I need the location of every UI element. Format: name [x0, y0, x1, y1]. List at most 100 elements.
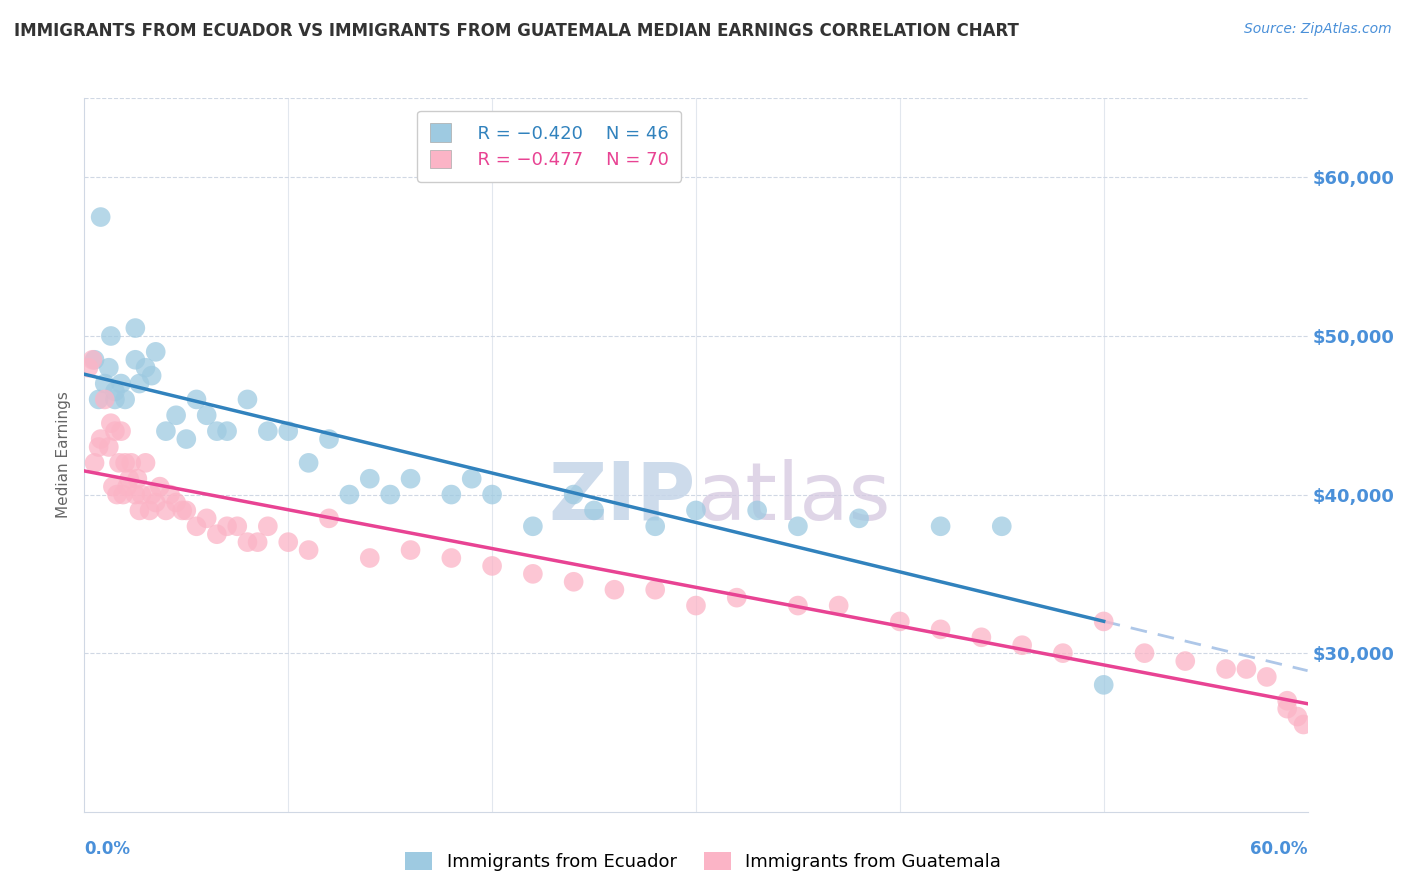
Point: [1256, 670, 1278, 684]
Point: [149, 480, 172, 494]
Point: [104, 384, 127, 399]
Point: [172, 503, 194, 517]
Point: [1215, 662, 1237, 676]
Point: [747, 503, 769, 517]
Point: [138, 503, 160, 517]
Point: [90, 210, 112, 224]
Point: [127, 472, 149, 486]
Point: [991, 519, 1014, 533]
Point: [104, 392, 127, 407]
Point: [93, 392, 117, 407]
Point: [112, 487, 135, 501]
Point: [82, 352, 104, 367]
Point: [120, 456, 142, 470]
Point: [105, 487, 128, 501]
Point: [114, 392, 136, 407]
Point: [217, 424, 239, 438]
Point: [828, 599, 851, 613]
Point: [399, 472, 422, 486]
Point: [1277, 701, 1299, 715]
Text: 0.0%: 0.0%: [84, 840, 131, 858]
Text: ZIP: ZIP: [548, 458, 696, 537]
Point: [603, 582, 626, 597]
Point: [165, 495, 187, 509]
Point: [236, 535, 259, 549]
Point: [522, 519, 544, 533]
Point: [93, 376, 117, 391]
Point: [128, 503, 150, 517]
Point: [399, 543, 422, 558]
Point: [145, 344, 167, 359]
Point: [359, 551, 381, 566]
Point: [141, 368, 163, 383]
Point: [87, 392, 110, 407]
Point: [135, 456, 157, 470]
Point: [205, 424, 228, 438]
Point: [124, 487, 146, 501]
Point: [97, 440, 120, 454]
Point: [100, 416, 122, 430]
Point: [87, 440, 110, 454]
Text: IMMIGRANTS FROM ECUADOR VS IMMIGRANTS FROM GUATEMALA MEDIAN EARNINGS CORRELATION: IMMIGRANTS FROM ECUADOR VS IMMIGRANTS FR…: [14, 22, 1019, 40]
Point: [1174, 654, 1197, 668]
Point: [83, 456, 105, 470]
Point: [97, 360, 120, 375]
Point: [970, 630, 993, 644]
Point: [1092, 678, 1115, 692]
Point: [318, 511, 340, 525]
Point: [135, 360, 157, 375]
Point: [929, 519, 952, 533]
Y-axis label: Median Earnings: Median Earnings: [56, 392, 72, 518]
Point: [1052, 646, 1074, 660]
Point: [195, 409, 218, 423]
Legend:   R = −0.420    N = 46,   R = −0.477    N = 70: R = −0.420 N = 46, R = −0.477 N = 70: [418, 111, 682, 182]
Point: [186, 392, 208, 407]
Text: atlas: atlas: [696, 458, 890, 537]
Point: [1286, 709, 1309, 723]
Point: [205, 527, 228, 541]
Point: [128, 376, 150, 391]
Point: [929, 623, 952, 637]
Point: [562, 487, 585, 501]
Point: [1011, 638, 1033, 652]
Point: [1277, 694, 1299, 708]
Point: [141, 487, 163, 501]
Point: [787, 599, 810, 613]
Point: [110, 376, 132, 391]
Point: [481, 558, 503, 573]
Point: [226, 519, 249, 533]
Point: [77, 360, 100, 375]
Point: [1092, 615, 1115, 629]
Point: [461, 472, 484, 486]
Point: [889, 615, 911, 629]
Point: [440, 551, 463, 566]
Point: [118, 472, 141, 486]
Text: Source: ZipAtlas.com: Source: ZipAtlas.com: [1244, 22, 1392, 37]
Point: [522, 566, 544, 581]
Point: [131, 487, 153, 501]
Point: [583, 503, 606, 517]
Point: [165, 409, 187, 423]
Point: [685, 599, 707, 613]
Legend: Immigrants from Ecuador, Immigrants from Guatemala: Immigrants from Ecuador, Immigrants from…: [398, 845, 1008, 879]
Point: [440, 487, 463, 501]
Point: [186, 519, 208, 533]
Point: [83, 352, 105, 367]
Point: [101, 480, 124, 494]
Point: [159, 487, 181, 501]
Point: [124, 352, 146, 367]
Point: [145, 495, 167, 509]
Point: [246, 535, 269, 549]
Point: [787, 519, 810, 533]
Point: [124, 321, 146, 335]
Point: [1292, 717, 1315, 731]
Point: [176, 503, 198, 517]
Point: [90, 432, 112, 446]
Text: 60.0%: 60.0%: [1250, 840, 1308, 858]
Point: [277, 424, 299, 438]
Point: [155, 503, 177, 517]
Point: [644, 582, 666, 597]
Point: [217, 519, 239, 533]
Point: [1133, 646, 1156, 660]
Point: [236, 392, 259, 407]
